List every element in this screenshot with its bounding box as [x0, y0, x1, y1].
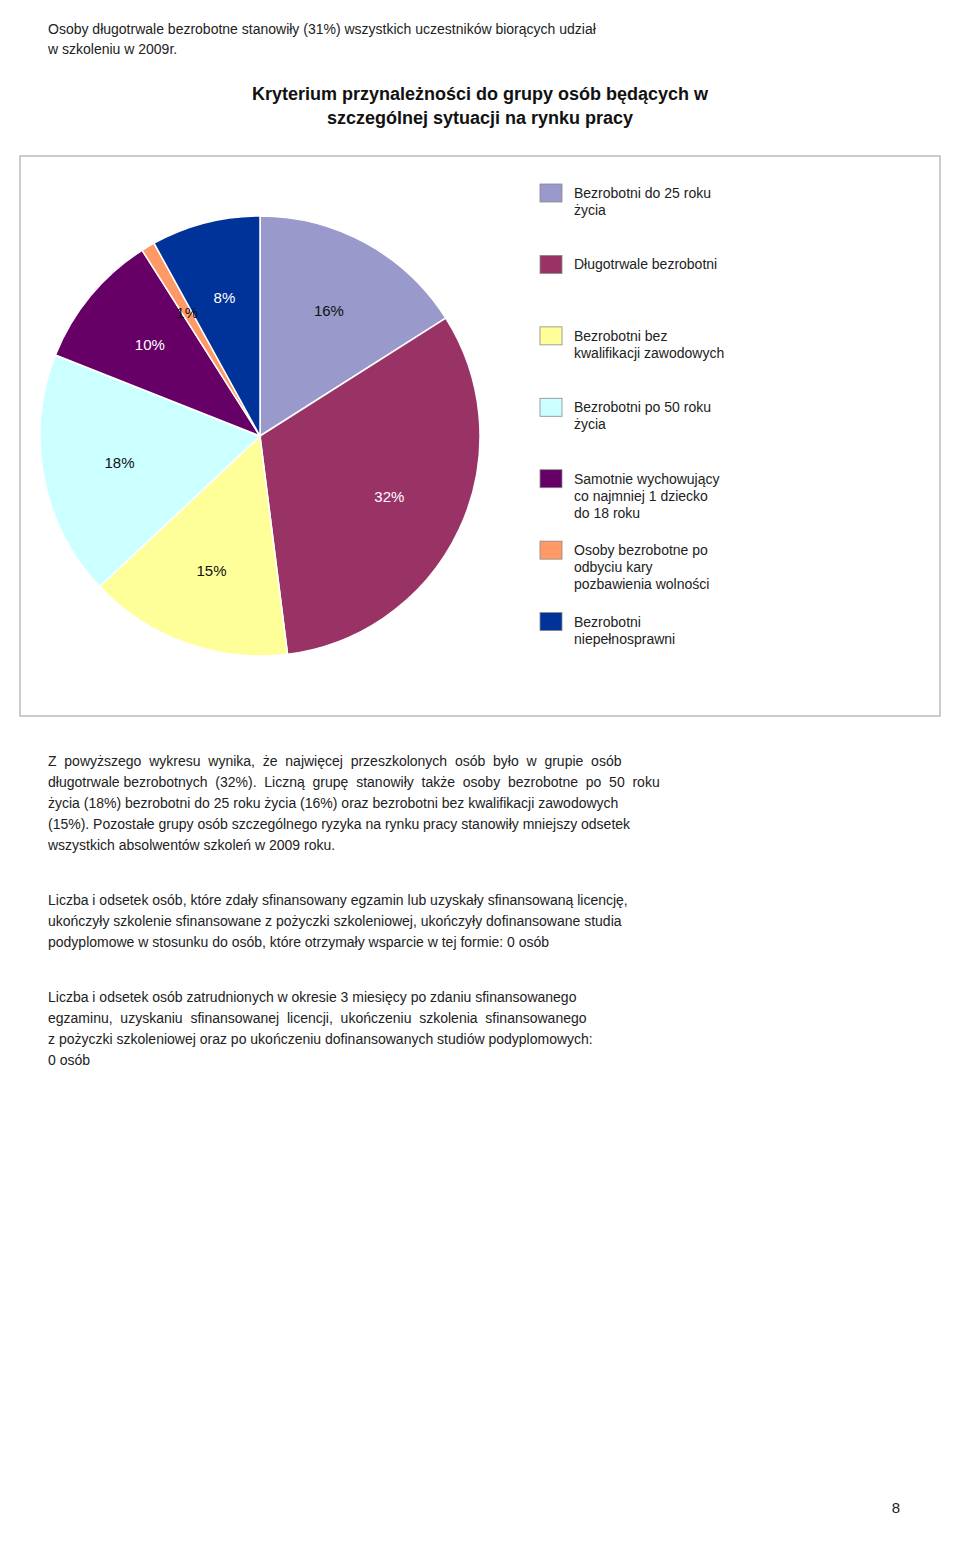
pie-slice [260, 318, 480, 654]
legend-swatch [540, 613, 562, 631]
legend-swatch [540, 470, 562, 488]
data-label: 1% [176, 304, 198, 321]
chart-frame [20, 156, 940, 716]
legend-label: Bezrobotni po 50 rokużycia [574, 399, 711, 432]
legend: Bezrobotni do 25 rokużycia Długotrwale be… [540, 184, 724, 647]
legend-swatch [540, 327, 562, 345]
legend-label: Bezrobotni do 25 rokużycia [574, 185, 711, 218]
intro-text: Osoby długotrwale bezrobotne stanowiły (… [47, 21, 597, 57]
legend-swatch [540, 184, 562, 202]
data-label: 8% [214, 289, 236, 306]
background [0, 0, 960, 1543]
legend-label: Samotnie wychowującyco najmniej 1 dzieck… [574, 471, 720, 521]
legend-swatch [540, 255, 562, 273]
legend-label: Długotrwale bezrobotni [574, 256, 717, 272]
data-label: 18% [105, 454, 135, 471]
legend-swatch [540, 541, 562, 559]
pie-labels: 16% 32% 15% 18% 10% 1% 8% [105, 289, 405, 579]
legend-label: Bezrobotniniepełnosprawni [574, 614, 675, 647]
paragraph: Liczba i odsetek osób, które zdały sfina… [48, 892, 628, 950]
chart-title: Kryterium przynależności do grupy osób b… [252, 84, 709, 128]
page: Osoby długotrwale bezrobotne stanowiły (… [0, 0, 960, 1543]
data-label: 10% [135, 336, 165, 353]
paragraph: Z powyższego wykresu wynika, że najwięce… [47, 753, 660, 853]
data-label: 16% [314, 302, 344, 319]
data-label: 15% [197, 562, 227, 579]
pie-slice [154, 216, 260, 436]
paragraph: Liczba i odsetek osób zatrudnionych w ok… [48, 989, 593, 1068]
legend-label: Bezrobotni bezkwalifikacji zawodowych [574, 328, 724, 361]
page-number: 8 [892, 1499, 900, 1516]
data-label: 32% [374, 488, 404, 505]
legend-swatch [540, 398, 562, 416]
legend-label: Osoby bezrobotne poodbyciu karypozbawien… [574, 542, 709, 592]
pie-slices [40, 216, 480, 656]
